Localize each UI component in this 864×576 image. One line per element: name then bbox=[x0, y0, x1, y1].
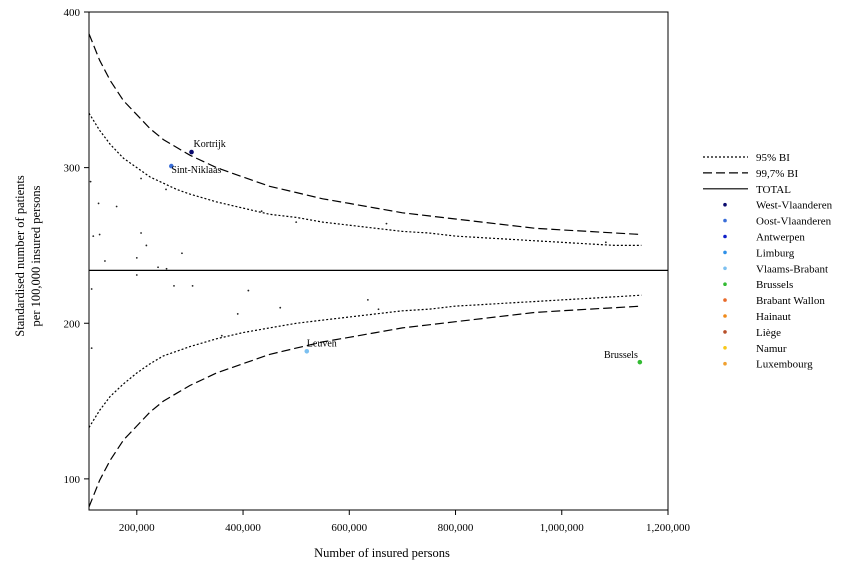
legend-dot-swatch bbox=[723, 250, 727, 255]
data-point bbox=[140, 232, 142, 234]
legend-entry: Hainaut bbox=[756, 311, 791, 323]
data-point bbox=[89, 180, 92, 183]
points-layer bbox=[89, 149, 643, 365]
legend-entry: 95% BI bbox=[756, 152, 790, 164]
data-point bbox=[220, 334, 223, 337]
legend-dot-swatch bbox=[723, 330, 727, 334]
data-point bbox=[157, 266, 159, 269]
data-point bbox=[173, 285, 175, 287]
x-axis-title: Number of insured persons bbox=[314, 546, 450, 560]
data-point bbox=[90, 288, 93, 290]
legend-entry: Liège bbox=[756, 327, 781, 339]
limit-lower-curve-1 bbox=[88, 305, 642, 508]
data-point bbox=[377, 308, 380, 311]
data-point bbox=[135, 274, 138, 276]
legend-entry: Antwerpen bbox=[756, 232, 805, 244]
highlight-point-1 bbox=[169, 163, 174, 169]
point-label: Brussels bbox=[604, 350, 638, 361]
legend-dot-swatch bbox=[723, 361, 727, 366]
y-axis-title-line-2: per 100,000 insured persons bbox=[29, 185, 43, 326]
legend-entry: Luxembourg bbox=[756, 359, 813, 371]
legend-dot-swatch bbox=[723, 234, 727, 239]
legend-dot-swatch bbox=[723, 218, 727, 223]
x-tick-label: 1,200,000 bbox=[646, 522, 691, 534]
limit-lower-curve-0 bbox=[88, 294, 642, 428]
legend-entry: Limburg bbox=[756, 247, 795, 259]
plot-frame bbox=[88, 11, 669, 511]
data-point bbox=[279, 306, 282, 309]
legend: 95% BI 99,7% BI TOTAL West-Vlaanderen Oost-V… bbox=[703, 152, 833, 371]
y-tick-label: 400 bbox=[64, 7, 81, 19]
data-point bbox=[247, 289, 250, 292]
y-axis-title-line-1: Standardised number of patients bbox=[13, 175, 27, 337]
legend-dot-swatch bbox=[723, 282, 727, 287]
highlight-point-3 bbox=[637, 359, 643, 365]
point-label: Leuven bbox=[307, 338, 337, 349]
limit-upper-curve-0 bbox=[88, 112, 642, 246]
data-point bbox=[97, 202, 100, 205]
y-axis-title: Standardised number of patients per 100,… bbox=[13, 175, 43, 337]
point-label: Kortrijk bbox=[194, 139, 226, 150]
legend-dot-swatch bbox=[723, 266, 727, 271]
data-point bbox=[604, 241, 607, 244]
legend-dot-swatch bbox=[723, 314, 727, 318]
legend-entry: TOTAL bbox=[756, 184, 791, 196]
legend-entry: Oost-Vlaanderen bbox=[756, 216, 832, 228]
x-tick-label: 400,000 bbox=[225, 522, 261, 534]
data-point bbox=[260, 210, 263, 213]
legend-entry: West-Vlaanderen bbox=[756, 200, 833, 212]
data-point bbox=[92, 235, 95, 238]
data-point bbox=[145, 244, 148, 247]
data-point bbox=[165, 267, 168, 270]
data-point bbox=[165, 188, 167, 191]
point-labels: Kortrijk Sint-Niklaas Leuven Brussels bbox=[171, 139, 638, 361]
data-point bbox=[236, 313, 239, 315]
data-point bbox=[135, 256, 138, 259]
data-point bbox=[104, 260, 106, 262]
x-tick-label: 200,000 bbox=[119, 522, 155, 534]
y-tick-label: 100 bbox=[64, 474, 81, 486]
data-point bbox=[191, 285, 194, 287]
x-axis: 200,000 400,000 600,000 800,000 1,000,000 1,2… bbox=[119, 510, 691, 534]
y-tick-label: 300 bbox=[64, 163, 81, 175]
x-tick-label: 1,000,000 bbox=[540, 522, 585, 534]
legend-entry: Brussels bbox=[756, 279, 793, 291]
legend-entry: Brabant Wallon bbox=[756, 295, 825, 307]
data-point bbox=[295, 221, 298, 223]
legend-entry: 99,7% BI bbox=[756, 168, 799, 180]
data-point bbox=[115, 205, 118, 208]
y-tick-label: 200 bbox=[64, 318, 81, 330]
data-point bbox=[385, 222, 388, 225]
y-axis: 100 200 300 400 bbox=[64, 7, 89, 486]
x-tick-label: 800,000 bbox=[438, 522, 474, 534]
data-point bbox=[98, 233, 101, 236]
x-tick-label: 600,000 bbox=[331, 522, 367, 534]
data-point bbox=[140, 177, 142, 180]
legend-dot-swatch bbox=[723, 202, 727, 207]
limit-curves bbox=[88, 33, 642, 508]
highlight-point-0 bbox=[189, 149, 194, 155]
point-label: Sint-Niklaas bbox=[171, 165, 221, 176]
legend-entry: Vlaams-Brabant bbox=[756, 263, 828, 275]
data-point bbox=[366, 299, 369, 301]
limit-upper-curve-1 bbox=[88, 33, 642, 236]
highlight-point-2 bbox=[304, 348, 310, 354]
data-point bbox=[181, 252, 183, 255]
legend-dot-swatch bbox=[723, 346, 727, 350]
legend-entry: Namur bbox=[756, 343, 787, 355]
data-point bbox=[90, 347, 93, 350]
legend-dot-swatch bbox=[723, 298, 727, 302]
